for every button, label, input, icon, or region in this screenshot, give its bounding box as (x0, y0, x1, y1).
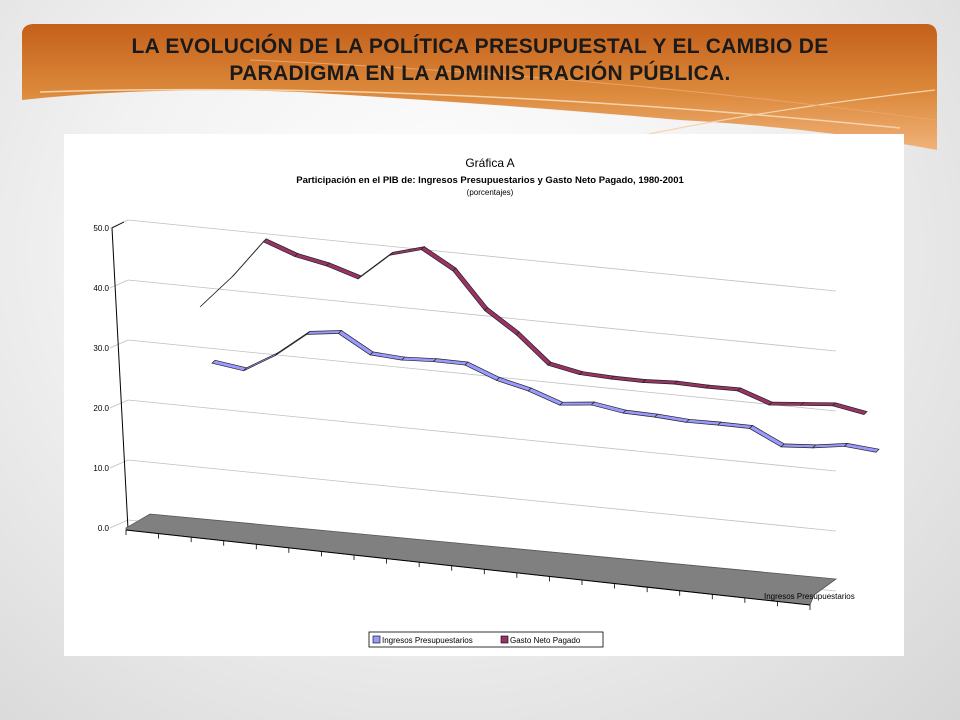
series-segment (705, 384, 742, 392)
series-gasto (199, 238, 868, 415)
series-segment (641, 379, 679, 385)
series-segment (768, 401, 805, 406)
series-segment (484, 306, 520, 336)
gridline (127, 399, 837, 472)
y-tick-label: 50.0 (93, 224, 109, 233)
series-segment (420, 246, 457, 272)
series-segment (831, 402, 868, 415)
chart-axes (111, 221, 129, 530)
y-tick-label: 40.0 (93, 284, 109, 293)
series-segment (262, 238, 299, 257)
chart-title: Gráfica A (465, 156, 514, 170)
series-segment (590, 401, 627, 414)
series-segment (432, 358, 469, 366)
legend-swatch-ingresos (372, 635, 381, 644)
y-tick-label: 20.0 (93, 404, 109, 413)
series-segment (464, 361, 501, 381)
series-segment (780, 443, 817, 449)
series-segment (653, 413, 691, 423)
chart-unit-note: (porcentajes) (467, 188, 514, 197)
floor-slab (125, 513, 838, 606)
series-segment (610, 375, 647, 383)
series-segment (748, 425, 785, 448)
series-segment (199, 274, 235, 308)
series-segment (495, 377, 532, 392)
series-segment (578, 371, 615, 380)
series-segment (231, 238, 267, 278)
series-segment (558, 401, 596, 406)
gridline-connector (109, 219, 129, 229)
y-tick-label: 10.0 (93, 464, 109, 473)
series-ingresos (211, 330, 880, 453)
line-chart: Gráfica A Participación en el PIB de: In… (93, 156, 880, 648)
series-segment (622, 409, 659, 418)
gridline-connector (109, 399, 129, 409)
gridline-connector (109, 459, 129, 469)
series-segment (452, 267, 489, 311)
gridline (127, 279, 837, 352)
chart-floor (125, 513, 838, 610)
series-segment (369, 351, 406, 361)
series-segment (294, 253, 331, 267)
series-segment (717, 421, 754, 429)
y-tick-label: 0.0 (98, 524, 110, 533)
series-segment (211, 359, 248, 372)
series-segment (843, 443, 880, 453)
legend-swatch-gasto (500, 635, 509, 644)
series-segment (673, 380, 710, 389)
series-segment (400, 356, 438, 363)
chart-subtitle: Participación en el PIB de: Ingresos Pre… (296, 175, 684, 186)
x-axis-line (125, 529, 811, 606)
legend-label-gasto: Gasto Neto Pagado (510, 636, 581, 645)
gridline (127, 219, 837, 292)
series-segment (325, 262, 362, 280)
legend-label-ingresos: Ingresos Presupuestarios (382, 636, 473, 645)
slide-banner (22, 24, 937, 150)
depth-axis-label: Ingresos Presupuestarios (764, 592, 855, 601)
series-segment (337, 330, 374, 356)
series-segment (305, 330, 343, 335)
gridline (127, 459, 837, 532)
series-segment (811, 443, 849, 449)
y-axis-ticks: 0.0 10.0 20.0 30.0 40.0 50.0 (93, 224, 109, 533)
slide-title: LA EVOLUCIÓN DE LA POLÍTICA PRESUPUESTAL… (131, 35, 829, 85)
gridline-connector (109, 339, 129, 349)
chart-panel: Gráfica A Participación en el PIB de: In… (64, 134, 904, 656)
series-segment (685, 418, 722, 426)
series-segment (243, 352, 279, 372)
gridline (127, 339, 837, 412)
y-tick-label: 30.0 (93, 344, 109, 353)
series-segment (274, 331, 311, 356)
series-segment (357, 252, 393, 280)
series-segment (527, 387, 564, 406)
chart-legend: Ingresos Presupuestarios Gasto Neto Paga… (368, 631, 604, 648)
series-segment (799, 402, 837, 407)
series-segment (547, 361, 584, 375)
chart-series (199, 238, 880, 453)
gridline-connector (109, 279, 129, 289)
gridline-connector (109, 519, 129, 529)
series-segment (515, 331, 552, 366)
